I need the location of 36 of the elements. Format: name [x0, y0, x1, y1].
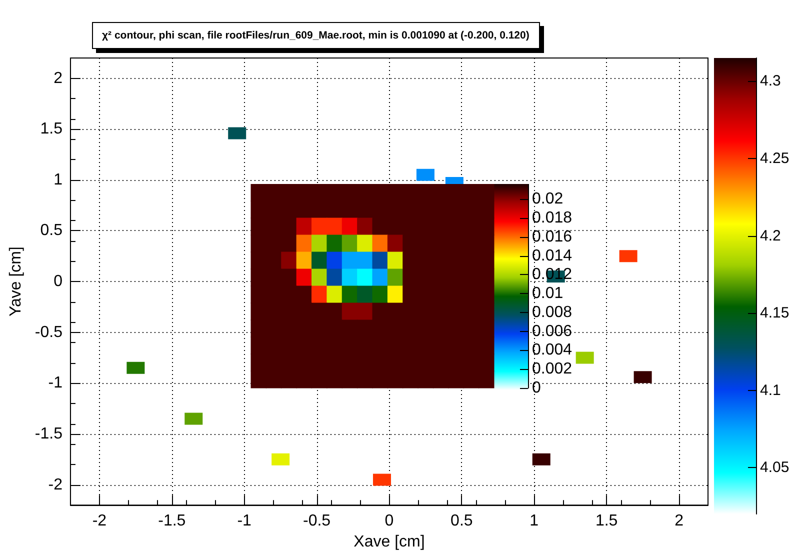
color-bar-label: 4.25: [760, 150, 790, 167]
y-tick-label: 1: [54, 171, 63, 188]
color-bar-label: 4.3: [760, 72, 781, 90]
y-tick-label: 1.5: [40, 120, 63, 138]
chart-title: χ² contour, phi scan, file rootFiles/run_609_Mae.root, min is 0.001090 at (-0.200, 0.120): [102, 30, 530, 42]
x-tick-label: 1: [530, 512, 539, 530]
color-bar-label: 4.2: [760, 227, 781, 244]
x-tick-label: -1.5: [158, 512, 186, 530]
y-tick-label: -0.5: [34, 324, 63, 341]
color-bar-label: 4.15: [760, 304, 790, 322]
y-tick-label: 0.5: [40, 222, 63, 240]
y-tick-label: 2: [54, 70, 63, 87]
x-tick-label: -0.5: [303, 512, 331, 530]
y-tick-label: 0: [54, 273, 63, 290]
color-bar-label: 0.002: [532, 360, 572, 378]
color-bar-label: 0.004: [532, 342, 572, 359]
x-tick-label: 0: [384, 512, 394, 530]
color-bar-label: 4.05: [760, 459, 790, 476]
color-bar-label: 0.006: [532, 322, 572, 340]
color-bar-label: 0.01: [532, 285, 564, 302]
color-bar-label: 0.018: [532, 210, 572, 226]
color-bar-label: 0.008: [532, 304, 572, 321]
color-bar-label: 0.02: [532, 190, 564, 208]
x-tick-label: 0.5: [450, 512, 473, 530]
y-tick-label: -1: [48, 374, 63, 392]
color-bar-label: 0.016: [532, 228, 572, 246]
y-tick-label: -1.5: [34, 425, 63, 442]
y-tick-label: -2: [48, 476, 63, 494]
x-tick-label: -1: [237, 512, 252, 530]
x-tick-label: 2: [674, 512, 684, 530]
x-axis-title: Xave [cm]: [354, 534, 425, 550]
x-tick-label: 1.5: [595, 512, 618, 530]
x-tick-label: -2: [92, 512, 107, 530]
y-axis-title: Yave [cm]: [8, 246, 24, 317]
color-bar-label: 4.1: [760, 382, 781, 399]
color-bar-label: 0.014: [532, 247, 572, 264]
